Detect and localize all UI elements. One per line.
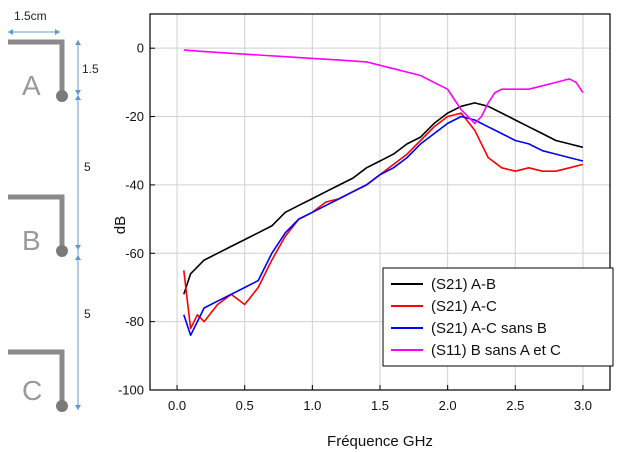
element-a: A [8,39,68,102]
x-axis-label: Fréquence GHz [327,433,433,450]
series-line-1 [183,102,584,295]
element-c-label: C [22,375,42,406]
x-tick-label: 2.0 [439,398,457,413]
legend-label: (S21) A-C [431,298,497,315]
y-tick-label: -60 [125,246,144,261]
width-label: 1.5cm [14,9,47,23]
y-tick-label: -100 [118,383,144,398]
spacing-ab-label: 5 [84,160,91,174]
tick-layer: 0.0 0.5 1.0 1.5 2.0 2.5 3.0 0 -20 -40 -60 -80 -100 [118,41,592,413]
y-tick-label: -20 [125,109,144,124]
element-c: C [8,349,68,412]
legend: (S21) A-B (S21) A-C (S21) A-C sans B (S11) … [382,267,614,367]
chart: 0.0 0.5 1.0 1.5 2.0 2.5 3.0 0 -20 -40 -60 -80 -100 d… [112,13,614,450]
element-b-label: B [22,225,41,256]
x-tick-label: 3.0 [574,398,592,413]
x-tick-label: 1.0 [303,398,321,413]
x-tick-label: 0.5 [236,398,254,413]
series-line-4 [183,49,584,125]
x-tick-label: 2.5 [506,398,524,413]
y-tick-label: -80 [125,314,144,329]
legend-label: (S21) A-B [431,276,496,293]
x-tick-label: 1.5 [371,398,389,413]
y-axis-label: dB [112,216,129,234]
legend-label: (S11) B sans A et C [431,342,561,359]
spacing-bc-label: 5 [84,307,91,321]
spacing-top-label: 1.5 [82,62,99,76]
x-tick-label: 0.0 [168,398,186,413]
element-b: B [8,194,68,257]
antenna-diagram: 1.5cm 1.5 5 5 A B C [8,9,99,412]
y-tick-label: -40 [125,177,144,192]
y-tick-label: 0 [137,41,144,56]
series-layer [183,49,584,337]
legend-label: (S21) A-C sans B [431,320,547,337]
series-line-3 [183,115,584,337]
element-a-label: A [22,70,41,101]
